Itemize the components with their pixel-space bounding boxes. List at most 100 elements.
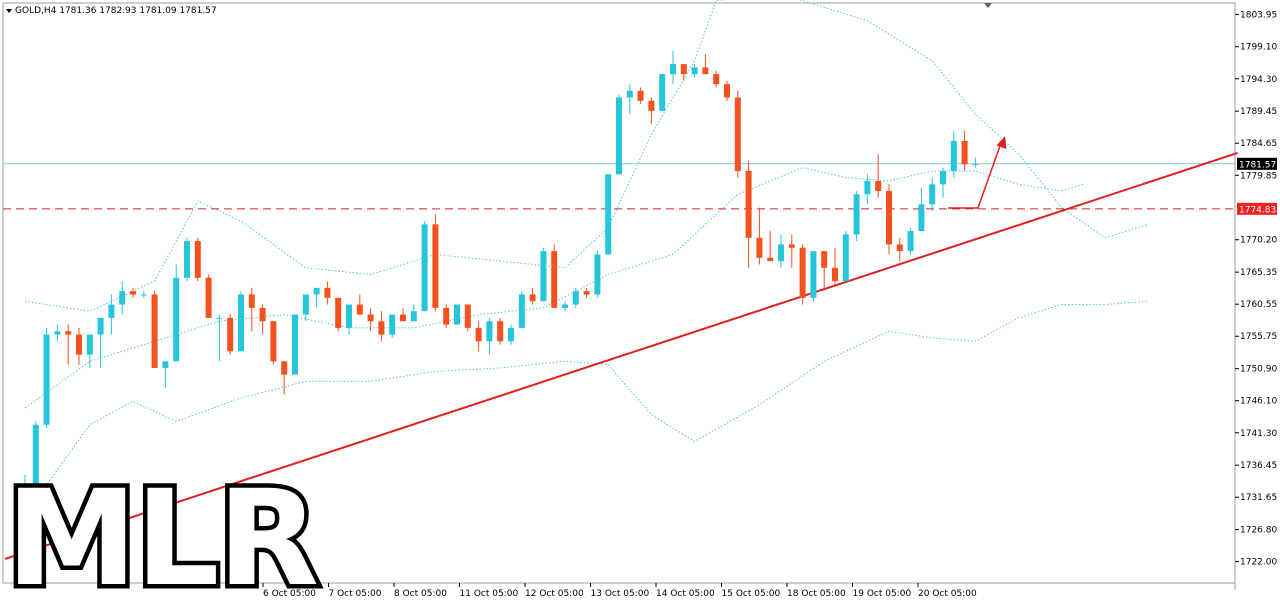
- candle-body: [756, 237, 763, 258]
- candle-body: [767, 257, 774, 262]
- candle-body: [950, 140, 957, 171]
- y-tick-label: 1765.35: [1240, 268, 1277, 278]
- candle-body: [292, 314, 298, 375]
- candle-body: [313, 287, 320, 295]
- y-tick-label: 1736.45: [1240, 461, 1277, 471]
- y-tick-label: 1750.90: [1240, 365, 1277, 375]
- support-trendline: [4, 151, 1238, 560]
- y-tick-label: 1770.20: [1240, 236, 1277, 246]
- chart-menu-triangle-icon[interactable]: [6, 9, 12, 13]
- candle-body: [670, 64, 676, 75]
- price-tags: 1781.57 1774.83: [1237, 157, 1277, 215]
- price-tag-current: [1237, 157, 1277, 170]
- period-separator-marker-icon: [984, 3, 992, 8]
- y-tick-label: 1746.10: [1240, 397, 1277, 407]
- candle-body: [886, 190, 892, 245]
- candle-body: [162, 361, 169, 368]
- y-tick-label: 1722.00: [1240, 558, 1277, 568]
- x-tick-label: 8 Oct 05:00: [394, 589, 447, 599]
- candle-body: [508, 327, 514, 342]
- candle-body: [972, 164, 979, 166]
- candle-body: [108, 304, 115, 318]
- mlr-watermark-logo: MLR: [1, 462, 323, 616]
- y-tick-label: 1755.75: [1240, 332, 1277, 342]
- candle-body: [421, 224, 428, 312]
- candle-body: [605, 174, 612, 255]
- x-tick-label: 14 Oct 05:00: [656, 589, 715, 599]
- candle-body: [464, 304, 471, 328]
- candle-body: [270, 321, 277, 362]
- y-tick-label: 1789.45: [1240, 107, 1277, 117]
- candle-body: [248, 294, 255, 308]
- y-tick-label: 1760.55: [1240, 300, 1277, 310]
- candle-body: [572, 291, 579, 305]
- bollinger-bands: [24, 0, 1149, 516]
- candle-body: [583, 291, 590, 295]
- candle-body: [97, 317, 104, 335]
- bollinger-upper-band: [24, 0, 1149, 312]
- candle-body: [626, 90, 633, 98]
- candle-body: [702, 67, 709, 75]
- candle-body: [497, 321, 504, 342]
- candle-body: [724, 84, 730, 98]
- projection-arrowhead-icon: [996, 136, 1007, 149]
- candles: [22, 50, 979, 535]
- candle-body: [778, 244, 784, 262]
- price-axis: 1803.95 1799.10 1794.30 1789.45 1784.65 1779.…: [1235, 10, 1277, 568]
- y-tick-label: 1799.10: [1240, 43, 1277, 53]
- candle-body: [864, 180, 871, 195]
- candle-body: [346, 304, 352, 328]
- price-tag-current-label: 1781.57: [1239, 160, 1276, 170]
- projection-arrow-line: [948, 142, 1002, 209]
- candle-body: [324, 287, 331, 298]
- candle-body: [594, 254, 601, 295]
- projection-arrow: [948, 136, 1007, 209]
- candle-body: [356, 304, 363, 315]
- y-tick-label: 1794.30: [1240, 75, 1277, 85]
- candle-body: [54, 331, 61, 335]
- x-tick-label: 18 Oct 05:00: [787, 589, 846, 599]
- candle-body: [378, 321, 385, 335]
- candle-body: [302, 294, 309, 315]
- candle-body: [238, 294, 244, 352]
- candle-body: [896, 244, 903, 252]
- candle-body: [216, 317, 223, 319]
- x-tick-label: 20 Oct 05:00: [918, 589, 977, 599]
- candle-body: [76, 334, 82, 355]
- candle-body: [151, 294, 158, 368]
- candle-body: [410, 311, 417, 322]
- candle-body: [32, 424, 39, 499]
- price-tag-level: [1237, 202, 1277, 215]
- candle-body: [259, 307, 266, 322]
- candle-body: [713, 74, 720, 85]
- candle-body: [734, 97, 741, 171]
- candle-body: [788, 244, 795, 248]
- x-tick-label: 6 Oct 05:00: [263, 589, 316, 599]
- bollinger-middle-band: [24, 167, 1084, 409]
- candle-body: [367, 314, 374, 322]
- candle-body: [22, 498, 28, 515]
- candle-body: [454, 304, 460, 325]
- candle-body: [659, 74, 666, 111]
- candle-body: [940, 170, 946, 185]
- candle-body: [529, 294, 536, 302]
- candle-body: [562, 304, 568, 308]
- candle-body: [637, 90, 644, 101]
- candle-body: [173, 277, 180, 362]
- x-tick-label: 12 Oct 05:00: [525, 589, 584, 599]
- candle-body: [842, 234, 849, 282]
- candle-body: [119, 291, 126, 305]
- candle-body: [616, 97, 622, 175]
- y-tick-label: 1779.85: [1240, 171, 1277, 181]
- candle-body: [140, 294, 147, 296]
- x-tick-label: 7 Oct 05:00: [329, 589, 382, 599]
- candle-body: [335, 297, 342, 328]
- candle-body: [475, 327, 482, 342]
- bollinger-lower-band: [24, 300, 1149, 516]
- candle-body: [853, 194, 860, 235]
- candle-body: [907, 231, 914, 252]
- x-tick-label: 13 Oct 05:00: [591, 589, 650, 599]
- candle-body: [648, 100, 655, 111]
- candle-body: [65, 331, 72, 335]
